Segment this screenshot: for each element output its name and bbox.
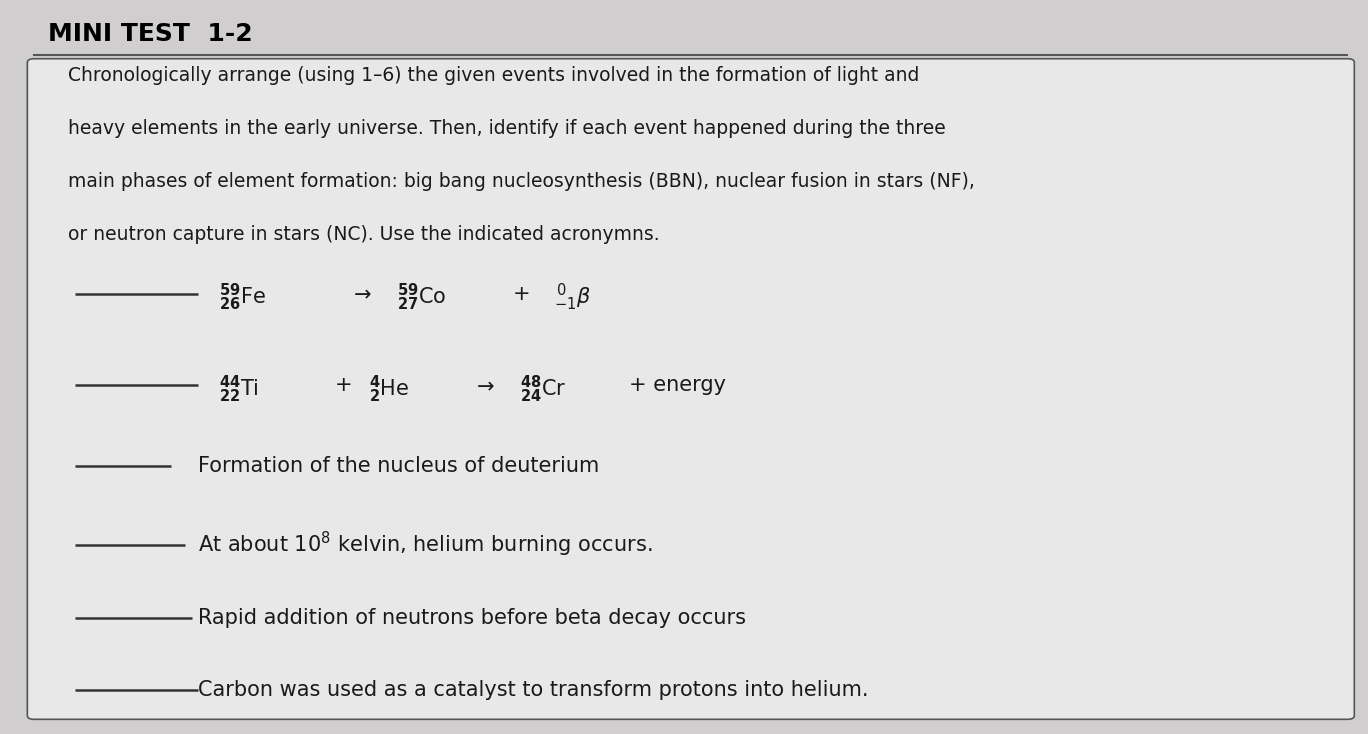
Text: $\mathbf{^{59}_{27}}$Co: $\mathbf{^{59}_{27}}$Co <box>397 282 446 313</box>
FancyBboxPatch shape <box>27 59 1354 719</box>
Text: MINI TEST  1-2: MINI TEST 1-2 <box>48 22 253 46</box>
Text: Rapid addition of neutrons before beta decay occurs: Rapid addition of neutrons before beta d… <box>198 608 747 628</box>
Text: $\mathbf{^{48}_{24}}$Cr: $\mathbf{^{48}_{24}}$Cr <box>520 374 566 404</box>
Text: $^{\,0}_{-1}\beta$: $^{\,0}_{-1}\beta$ <box>554 282 591 313</box>
Text: + energy: + energy <box>629 375 726 396</box>
Text: +: + <box>513 283 531 304</box>
Text: Chronologically arrange (using 1–6) the given events involved in the formation o: Chronologically arrange (using 1–6) the … <box>68 66 919 85</box>
Text: Formation of the nucleus of deuterium: Formation of the nucleus of deuterium <box>198 456 599 476</box>
Text: or neutron capture in stars (NC). Use the indicated acronymns.: or neutron capture in stars (NC). Use th… <box>68 225 659 244</box>
Text: $\mathbf{^{4}_{2}}$He: $\mathbf{^{4}_{2}}$He <box>369 374 410 404</box>
Text: $\rightarrow$: $\rightarrow$ <box>349 283 371 304</box>
Text: $\mathbf{^{44}_{22}}$Ti: $\mathbf{^{44}_{22}}$Ti <box>219 374 259 404</box>
Text: +: + <box>335 375 353 396</box>
Text: $\mathbf{^{59}_{26}}$Fe: $\mathbf{^{59}_{26}}$Fe <box>219 282 265 313</box>
Text: $\rightarrow$: $\rightarrow$ <box>472 375 494 396</box>
Text: At about $10^8$ kelvin, helium burning occurs.: At about $10^8$ kelvin, helium burning o… <box>198 530 653 559</box>
Text: Carbon was used as a catalyst to transform protons into helium.: Carbon was used as a catalyst to transfo… <box>198 680 869 700</box>
Text: main phases of element formation: big bang nucleosynthesis (BBN), nuclear fusion: main phases of element formation: big ba… <box>68 172 975 191</box>
Text: heavy elements in the early universe. Then, identify if each event happened duri: heavy elements in the early universe. Th… <box>68 119 947 138</box>
